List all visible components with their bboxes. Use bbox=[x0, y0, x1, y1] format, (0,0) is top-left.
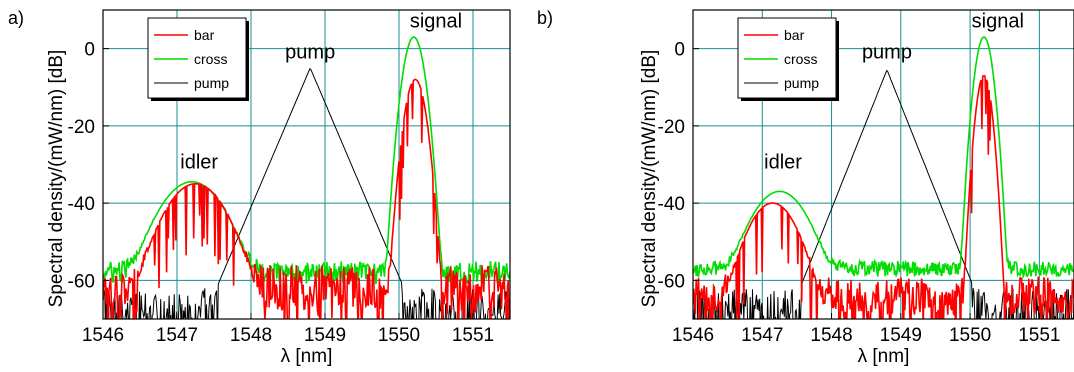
legend-label-cross: cross bbox=[194, 51, 227, 67]
x-tick-label: 1550 bbox=[378, 325, 420, 346]
x-tick-label: 1547 bbox=[741, 325, 783, 346]
legend-label-bar: bar bbox=[784, 27, 805, 43]
annotation-idler: idler bbox=[764, 151, 802, 173]
series-line-bar bbox=[693, 74, 1074, 319]
legend-box bbox=[737, 17, 837, 99]
x-tick-label: 1550 bbox=[949, 325, 991, 346]
x-tick-label: 1551 bbox=[1018, 325, 1060, 346]
chart-panel-b: 1546 1547 1548 1549 1550 1551 0 -20 -40 -60 λ [nm]… bbox=[537, 0, 1074, 372]
x-axis-label: λ [nm] bbox=[858, 346, 910, 367]
annotation-signal: signal bbox=[972, 10, 1024, 32]
series-line-cross bbox=[103, 36, 510, 285]
x-axis-label: λ [nm] bbox=[281, 346, 333, 367]
series-line-pump bbox=[103, 67, 510, 319]
series-group bbox=[103, 36, 510, 319]
panel-label: a) bbox=[8, 8, 24, 28]
x-tick-label: 1549 bbox=[304, 325, 346, 346]
chart-a-svg: 1546 1547 1548 1549 1550 1551 0 -20 -40 -60 λ [nm]… bbox=[8, 8, 511, 367]
x-tick-label: 1551 bbox=[452, 325, 494, 346]
y-tick-label: -60 bbox=[68, 271, 95, 292]
legend-label-pump: pump bbox=[194, 75, 229, 91]
y-tick-label: -60 bbox=[658, 271, 685, 292]
annotation-signal: signal bbox=[410, 10, 462, 32]
y-tick-label: -40 bbox=[68, 194, 95, 215]
plot-frame bbox=[102, 9, 511, 320]
series-line-cross bbox=[693, 36, 1074, 280]
series-line-bar bbox=[103, 78, 510, 319]
x-tick-label: 1548 bbox=[810, 325, 852, 346]
y-tick-label: 0 bbox=[674, 40, 685, 61]
legend-label-bar: bar bbox=[194, 27, 215, 43]
y-axis-label: Spectral density/(mW/nm) [dB] bbox=[46, 50, 67, 308]
legend-label-pump: pump bbox=[784, 75, 819, 91]
series-group bbox=[693, 36, 1074, 319]
plot-frame bbox=[692, 9, 1074, 320]
y-tick-label: -20 bbox=[68, 117, 95, 138]
chart-b-svg: 1546 1547 1548 1549 1550 1551 0 -20 -40 -60 λ [nm]… bbox=[537, 8, 1074, 367]
panel-label: b) bbox=[537, 8, 553, 28]
annotation-pump: pump bbox=[862, 41, 912, 63]
series-line-pump bbox=[693, 69, 1074, 319]
x-tick-label: 1546 bbox=[82, 325, 124, 346]
x-tick-label: 1548 bbox=[230, 325, 272, 346]
y-tick-label: 0 bbox=[84, 40, 95, 61]
legend-label-cross: cross bbox=[784, 51, 817, 67]
y-tick-label: -40 bbox=[658, 194, 685, 215]
annotation-idler: idler bbox=[180, 151, 218, 173]
annotation-pump: pump bbox=[285, 41, 335, 63]
chart-panel-a: 1546 1547 1548 1549 1550 1551 0 -20 -40 -60 λ [nm]… bbox=[8, 8, 511, 367]
x-tick-label: 1547 bbox=[156, 325, 198, 346]
y-axis-label: Spectral density/(mW/nm) [dB] bbox=[639, 50, 660, 308]
x-tick-label: 1549 bbox=[880, 325, 922, 346]
legend-box bbox=[147, 17, 247, 99]
x-tick-label: 1546 bbox=[672, 325, 714, 346]
y-tick-label: -20 bbox=[658, 117, 685, 138]
